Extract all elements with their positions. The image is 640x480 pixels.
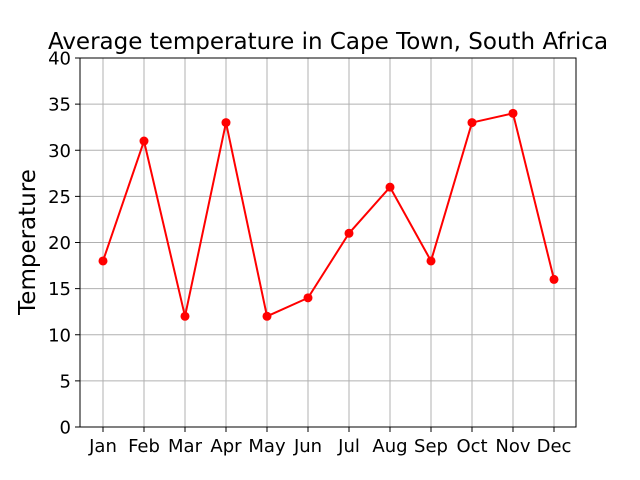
data-point-apr [221, 118, 231, 128]
data-point-mar [180, 311, 190, 321]
x-tick-label: Mar [168, 436, 203, 457]
y-tick-label: 30 [48, 141, 71, 162]
x-tick-label: Jul [337, 436, 360, 457]
x-tick-label: Jun [293, 436, 322, 457]
x-tick-label: Nov [495, 436, 530, 457]
y-tick-label: 10 [48, 325, 71, 346]
y-tick-label: 5 [60, 371, 71, 392]
data-point-may [262, 311, 272, 321]
data-point-jan [98, 256, 108, 266]
series-line [102, 112, 555, 318]
data-point-jul [344, 228, 354, 238]
y-tick-label: 20 [48, 233, 71, 254]
chart-title: Average temperature in Cape Town, South … [48, 29, 608, 55]
x-tick-label: Aug [372, 436, 407, 457]
y-tick-label: 15 [48, 279, 71, 300]
data-point-feb [139, 136, 149, 146]
x-tick-label: Jan [88, 436, 117, 457]
y-tick-label: 25 [48, 187, 71, 208]
x-tick-label: Sep [414, 436, 448, 457]
grid-lines [80, 57, 576, 428]
data-point-nov [508, 108, 518, 118]
data-point-jun [303, 293, 313, 303]
x-tick-label: May [248, 436, 286, 457]
x-tick-label: Oct [456, 436, 487, 457]
x-axis-ticks: Jan Feb Mar Apr May Jun Jul Aug Sep Oct Nov Dec [88, 427, 571, 457]
data-point-dec [549, 274, 559, 284]
data-point-aug [385, 182, 395, 192]
data-point-oct [467, 118, 477, 128]
x-tick-label: Apr [210, 436, 242, 457]
y-axis-label: Temperature [15, 169, 41, 316]
x-tick-label: Feb [128, 436, 160, 457]
x-tick-label: Dec [537, 436, 572, 457]
y-tick-label: 0 [60, 418, 71, 439]
y-axis-ticks: 0 5 10 15 20 25 30 35 40 [48, 49, 80, 439]
series-layer [98, 108, 559, 321]
y-tick-label: 40 [48, 49, 71, 70]
data-point-sep [426, 256, 436, 266]
y-tick-label: 35 [48, 95, 71, 116]
